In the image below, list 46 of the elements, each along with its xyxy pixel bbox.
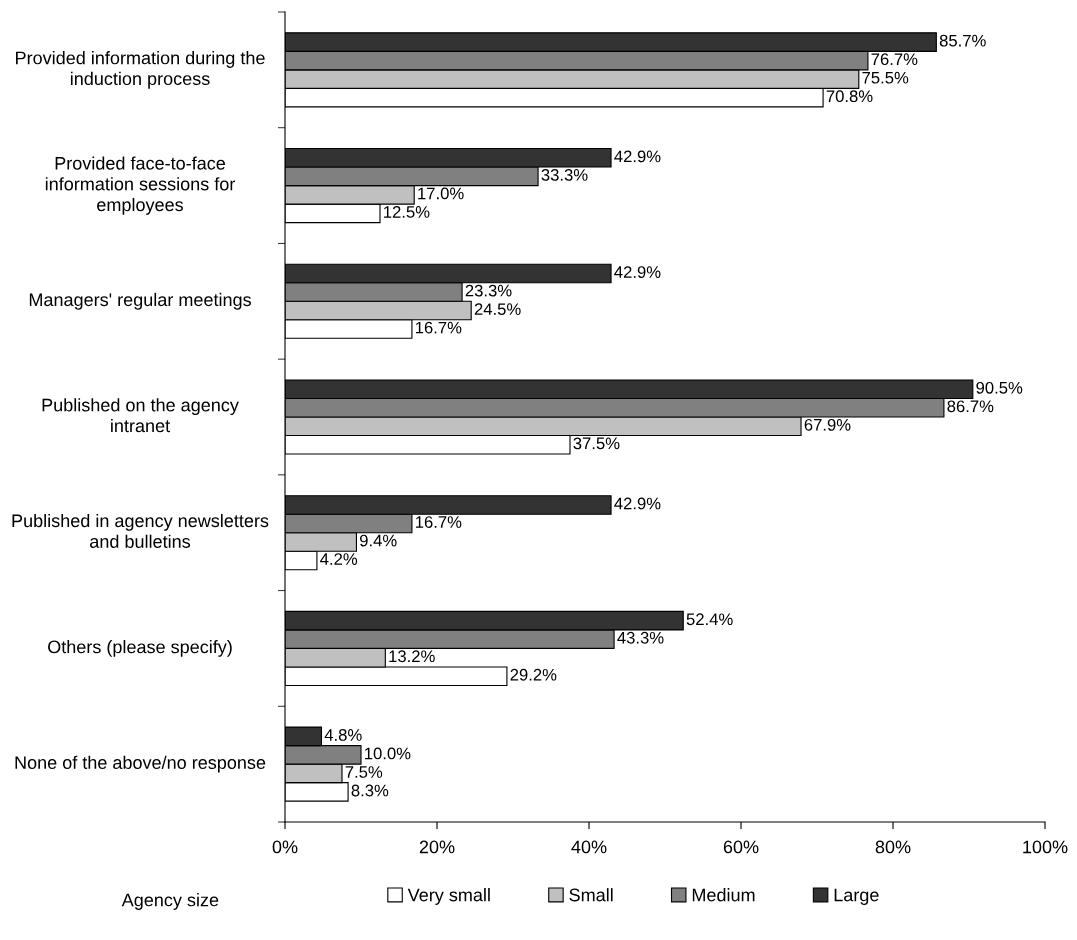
x-tick-label: 80%: [875, 840, 911, 854]
data-label: 23.3%: [465, 284, 512, 297]
y-tick-label: Others (please specify): [48, 640, 232, 657]
data-label: 67.9%: [804, 418, 851, 431]
data-label: 52.4%: [686, 613, 733, 626]
data-label: 9.4%: [360, 534, 397, 547]
data-label: 4.8%: [324, 729, 362, 741]
legend-label: Medium: [692, 888, 755, 902]
data-label: 16.7%: [415, 516, 462, 528]
x-tick-label: 20%: [419, 840, 455, 854]
data-label: 76.7%: [871, 53, 918, 66]
data-label: 86.7%: [947, 400, 994, 413]
data-label: 17.0%: [418, 187, 464, 200]
x-tick-label: 100%: [1023, 840, 1068, 854]
data-label: 29.2%: [510, 668, 557, 681]
data-label: 42.9%: [614, 497, 661, 510]
data-label: 43.3%: [617, 631, 664, 644]
data-label: 90.5%: [976, 381, 1023, 394]
data-label: 10.0%: [365, 747, 411, 760]
legend-label: Small: [569, 888, 613, 902]
data-label: 75.5%: [862, 71, 909, 84]
legend-label: Large: [834, 888, 879, 905]
data-label: 33.3%: [541, 168, 588, 181]
y-tick-label: None of the above/no response: [15, 755, 266, 773]
data-label: 8.3%: [351, 784, 389, 797]
y-tick-label: Published in agency newsletters and bulletins: [12, 513, 269, 548]
x-tick-label: 40%: [571, 840, 607, 854]
data-label: 85.7%: [939, 34, 986, 47]
data-label: 13.2%: [389, 650, 435, 663]
y-tick-label: Managers' regular meetings: [29, 292, 251, 310]
data-label: 4.2%: [320, 553, 358, 565]
x-tick-label: 0%: [272, 840, 298, 854]
y-tick-label: Published on the agency intranet: [42, 398, 239, 433]
y-tick-label: Provided face-to-face information sessions for employees: [45, 156, 236, 215]
data-label: 24.5%: [474, 303, 521, 316]
data-label: 12.5%: [384, 206, 430, 218]
data-label: 42.9%: [614, 150, 661, 163]
data-label: 42.9%: [614, 266, 661, 278]
y-tick-label: Provided information during the induction process: [16, 51, 265, 89]
data-label: 16.7%: [415, 321, 462, 334]
x-tick-label: 60%: [723, 840, 759, 854]
legend-label: Very small: [407, 888, 490, 905]
legend-title: Agency size: [121, 893, 219, 910]
data-label: 7.5%: [345, 766, 383, 778]
data-label: 37.5%: [573, 437, 620, 450]
data-label: 70.8%: [826, 90, 873, 103]
